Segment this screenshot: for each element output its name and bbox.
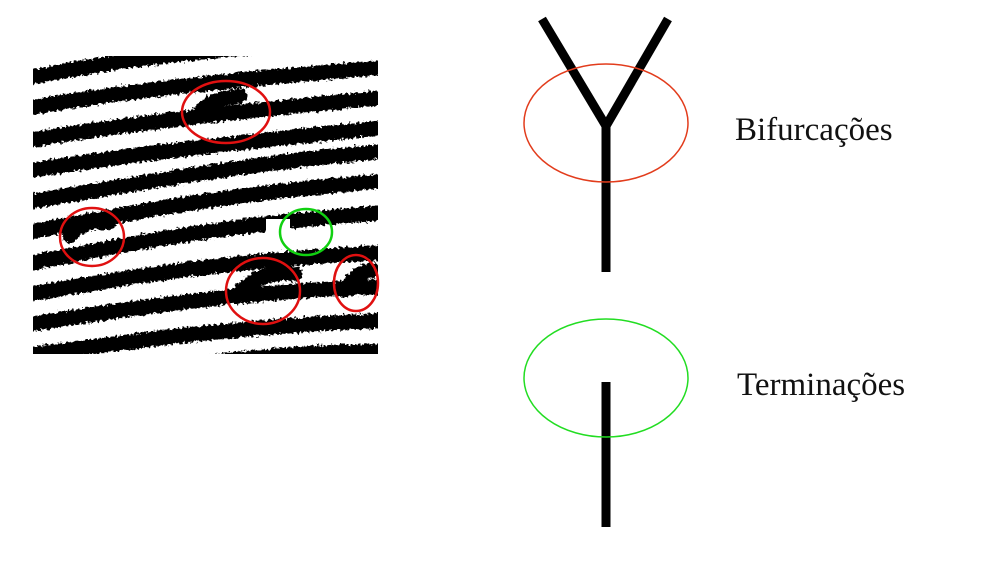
fingerprint-markers	[58, 79, 380, 326]
fingerprint-ridge-branch	[62, 214, 118, 244]
fingerprint-ridge	[33, 144, 378, 209]
bifurcation-left-branch	[538, 16, 610, 129]
fingerprint-ridge	[33, 205, 378, 271]
fingerprint-ridge	[218, 344, 378, 354]
fingerprint-bifurcation-marker	[332, 253, 380, 313]
fingerprint-ridge	[33, 90, 378, 148]
termination-label: Terminações	[737, 367, 906, 403]
bifurcation-marker	[523, 63, 689, 183]
fingerprint-ridge	[33, 174, 378, 240]
fingerprint-ridge	[33, 120, 378, 178]
fingerprint-bifurcation-marker	[180, 79, 272, 145]
fingerprint-ridge	[33, 313, 378, 354]
fingerprint-ridge-branch	[337, 262, 378, 298]
fingerprint-ridge	[33, 56, 241, 85]
bifurcation-right-branch	[602, 16, 672, 129]
bifurcation-schematic	[538, 16, 672, 272]
fingerprint-ridge	[33, 60, 378, 116]
fingerprint-ridge-gap	[266, 219, 290, 239]
fingerprint-termination-marker	[278, 207, 334, 257]
fingerprint-bifurcation-marker	[58, 206, 126, 268]
fingerprint-image	[33, 56, 378, 354]
fingerprint-ridge	[33, 245, 378, 302]
bifurcation-label: Bifurcações	[735, 112, 893, 148]
fingerprint-ridges	[33, 56, 378, 354]
fingerprint-ridge-branch	[192, 88, 248, 120]
fingerprint-bifurcation-marker	[224, 256, 302, 326]
termination-marker	[523, 318, 689, 438]
fingerprint-ridge-branch	[232, 266, 303, 300]
